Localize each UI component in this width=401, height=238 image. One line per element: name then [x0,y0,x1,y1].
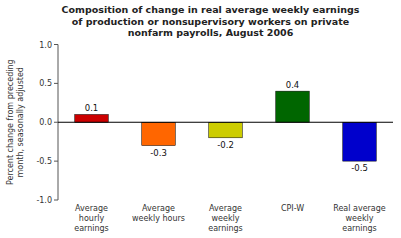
data-label: -0.5 [351,163,368,173]
y-tick [54,122,58,123]
y-tick-label: 0.0 [39,118,52,127]
y-tick [54,161,58,162]
bar [142,122,176,145]
bar [343,122,377,161]
x-tick-label: Averageweekly hours [132,204,185,223]
y-tick-label: 1.0 [39,41,52,50]
x-tick-label: CPI-W [281,204,304,213]
y-axis-label: Percent change from precedingmonth, seas… [6,59,25,185]
data-label: 0.4 [286,80,300,90]
x-tick-label: Real averageweeklyearnings [333,204,386,233]
y-tick-label: -0.5 [36,157,52,166]
data-label: -0.3 [150,148,167,158]
bars [75,91,377,161]
y-tick [54,44,58,45]
zero-line [58,122,393,123]
bar [209,122,243,138]
y-tick [54,200,58,201]
bar [276,91,310,122]
data-label: 0.1 [85,103,99,113]
bar [75,114,109,122]
x-tick-label: Averagehourlyearnings [74,204,109,233]
chart: Composition of change in real average we… [0,0,401,238]
y-tick [54,83,58,84]
y-tick-label: -1.0 [36,196,52,205]
data-label: -0.2 [217,140,234,150]
x-tick-label: Averageweeklyearnings [208,204,243,233]
title: Composition of change in real average we… [62,4,360,38]
y-tick-label: 0.5 [39,79,52,88]
